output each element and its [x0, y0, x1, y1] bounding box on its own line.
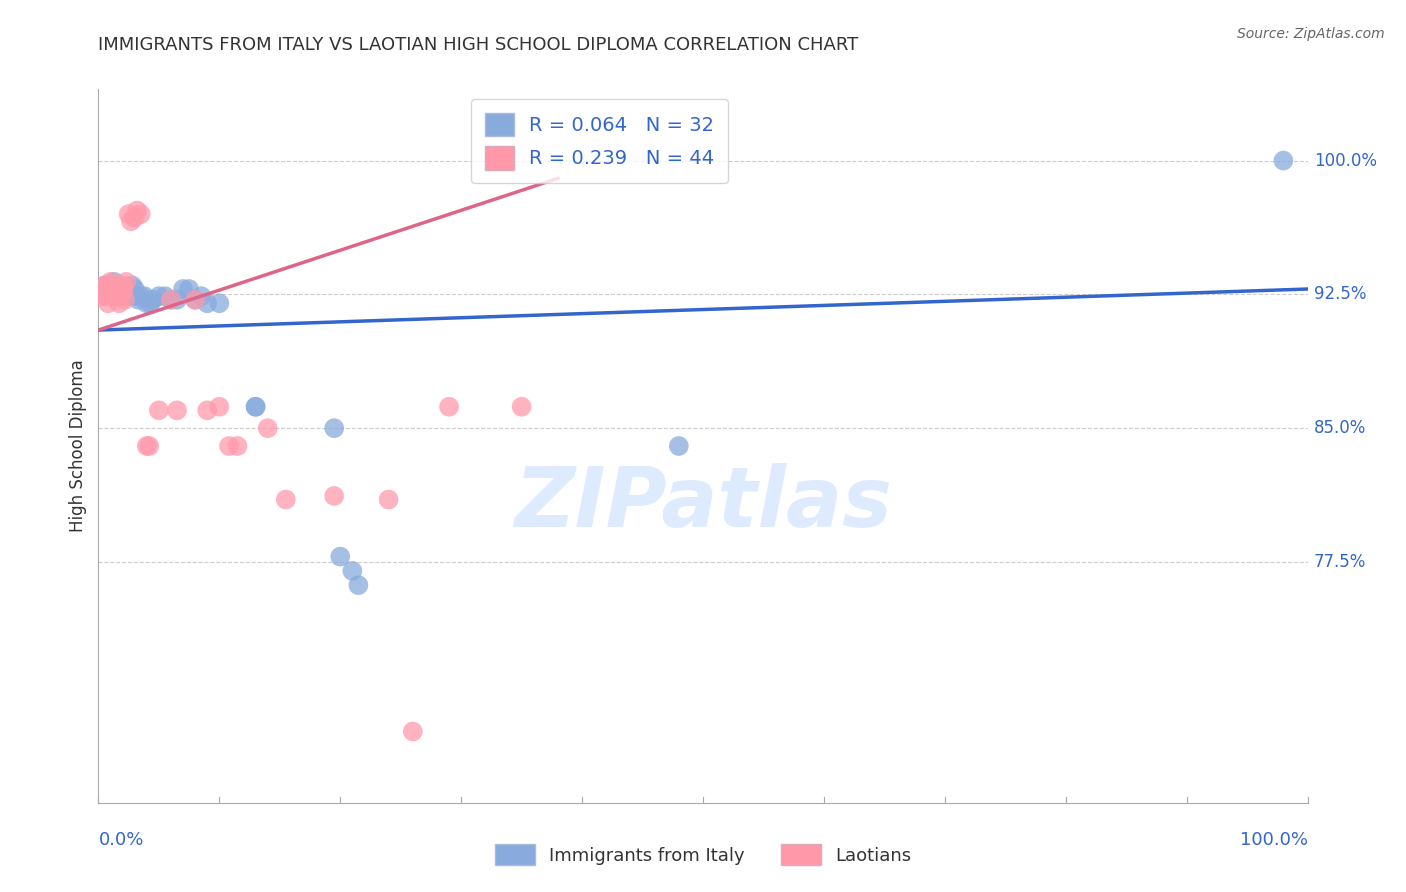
Point: [135, 296, 157, 310]
Point: [195, 403, 218, 417]
Point: [100, 282, 122, 296]
Point: [108, 289, 131, 303]
Point: [148, 289, 170, 303]
Point: [166, 403, 188, 417]
Legend: Immigrants from Italy, Laotians: Immigrants from Italy, Laotians: [488, 837, 918, 872]
Text: Source: ZipAtlas.com: Source: ZipAtlas.com: [1237, 27, 1385, 41]
Point: [124, 282, 146, 296]
Point: [94, 282, 117, 296]
Point: [118, 207, 141, 221]
Point: [323, 489, 346, 503]
Point: [195, 296, 218, 310]
Point: [112, 282, 135, 296]
Text: 0.0%: 0.0%: [98, 831, 143, 849]
Point: [218, 439, 240, 453]
Point: [510, 400, 533, 414]
Point: [108, 296, 131, 310]
Point: [148, 403, 170, 417]
Point: [377, 492, 399, 507]
Point: [135, 439, 157, 453]
Point: [347, 578, 370, 592]
Text: 100.0%: 100.0%: [1240, 831, 1308, 849]
Point: [129, 289, 152, 303]
Point: [124, 211, 146, 225]
Point: [103, 282, 125, 296]
Point: [93, 278, 115, 293]
Point: [274, 492, 297, 507]
Point: [184, 293, 207, 307]
Text: 85.0%: 85.0%: [1313, 419, 1367, 437]
Point: [124, 289, 146, 303]
Point: [91, 289, 114, 303]
Point: [208, 400, 231, 414]
Point: [184, 293, 207, 307]
Point: [107, 289, 129, 303]
Point: [93, 278, 115, 293]
Point: [160, 293, 183, 307]
Text: IMMIGRANTS FROM ITALY VS LAOTIAN HIGH SCHOOL DIPLOMA CORRELATION CHART: IMMIGRANTS FROM ITALY VS LAOTIAN HIGH SC…: [98, 36, 859, 54]
Point: [190, 289, 212, 303]
Point: [100, 285, 122, 300]
Point: [256, 421, 278, 435]
Point: [105, 282, 128, 296]
Point: [129, 207, 152, 221]
Point: [160, 293, 183, 307]
Point: [1272, 153, 1295, 168]
Point: [118, 289, 141, 303]
Point: [127, 203, 149, 218]
Point: [97, 296, 120, 310]
Point: [111, 285, 134, 300]
Point: [668, 439, 690, 453]
Point: [127, 293, 149, 307]
Point: [142, 293, 165, 307]
Point: [172, 282, 194, 296]
Point: [226, 439, 249, 453]
Text: 100.0%: 100.0%: [1313, 152, 1376, 169]
Point: [103, 275, 125, 289]
Point: [96, 289, 118, 303]
Point: [103, 289, 125, 303]
Point: [153, 289, 176, 303]
Point: [402, 724, 425, 739]
Point: [208, 296, 231, 310]
Point: [329, 549, 352, 564]
Y-axis label: High School Diploma: High School Diploma: [69, 359, 87, 533]
Point: [166, 293, 188, 307]
Point: [111, 278, 134, 293]
Point: [101, 278, 124, 293]
Point: [114, 293, 136, 307]
Point: [138, 439, 160, 453]
Point: [134, 289, 156, 303]
Point: [115, 275, 138, 289]
Text: 77.5%: 77.5%: [1313, 553, 1367, 571]
Point: [139, 296, 162, 310]
Point: [104, 285, 127, 300]
Point: [323, 421, 346, 435]
Point: [177, 282, 201, 296]
Point: [437, 400, 460, 414]
Point: [100, 275, 122, 289]
Point: [245, 400, 267, 414]
Point: [111, 285, 134, 300]
Text: ZIPatlas: ZIPatlas: [515, 463, 891, 543]
Point: [342, 564, 364, 578]
Point: [245, 400, 267, 414]
Point: [98, 282, 121, 296]
Point: [120, 214, 142, 228]
Text: 92.5%: 92.5%: [1313, 285, 1367, 303]
Point: [91, 282, 114, 296]
Point: [121, 278, 143, 293]
